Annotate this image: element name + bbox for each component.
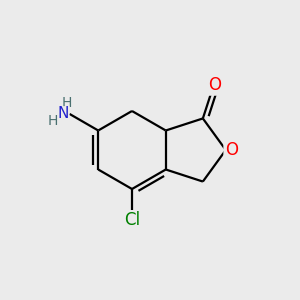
Text: N: N xyxy=(58,106,69,122)
Text: H: H xyxy=(61,95,72,110)
Text: O: O xyxy=(208,76,221,94)
Text: O: O xyxy=(225,141,238,159)
Text: H: H xyxy=(48,114,58,128)
Text: Cl: Cl xyxy=(124,211,140,229)
